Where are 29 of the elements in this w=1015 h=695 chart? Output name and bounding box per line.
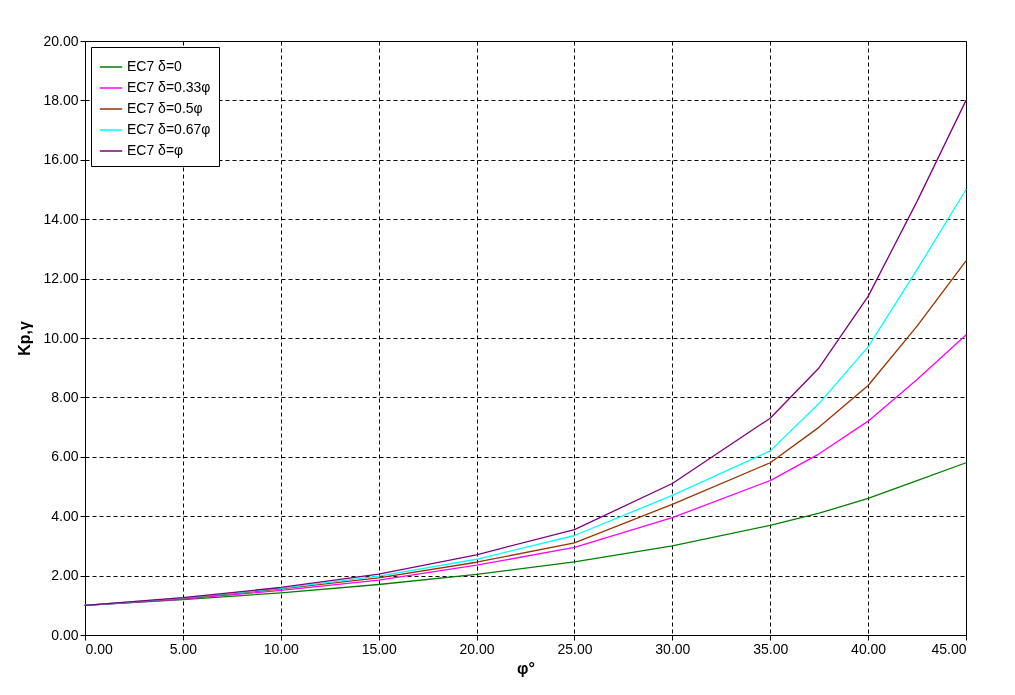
x-tick-label: 0.00 [85, 640, 113, 657]
x-tick-label: 40.00 [851, 640, 887, 657]
y-tick-label: 20.00 [43, 32, 79, 49]
legend-label: EC7 δ=0 [127, 58, 183, 74]
x-axis-title: φ° [517, 659, 535, 677]
x-tick-label: 15.00 [361, 640, 397, 657]
x-tick-label: 20.00 [459, 640, 495, 657]
x-tick-label: 5.00 [169, 640, 198, 657]
legend-label: EC7 δ=φ [127, 142, 184, 158]
legend-label: EC7 δ=0.5φ [127, 100, 203, 116]
x-tick-label: 10.00 [263, 640, 299, 657]
y-tick-label: 18.00 [43, 91, 79, 108]
legend-label: EC7 δ=0.33φ [127, 79, 211, 95]
y-tick-label: 16.00 [43, 151, 79, 168]
x-tick-label: 30.00 [655, 640, 691, 657]
y-axis-title: Kp,γ [16, 321, 34, 356]
y-tick-label: 8.00 [51, 388, 79, 405]
y-tick-label: 0.00 [51, 626, 79, 643]
y-tick-label: 4.00 [51, 507, 79, 524]
y-tick-label: 12.00 [43, 270, 79, 287]
y-tick-label: 2.00 [51, 567, 79, 584]
x-tick-label: 25.00 [557, 640, 593, 657]
x-tick-label: 35.00 [753, 640, 789, 657]
line-series [84, 99, 967, 606]
y-tick-label: 10.00 [43, 329, 79, 346]
y-tick-label: 14.00 [43, 210, 79, 227]
x-tick-label: 45.00 [931, 640, 967, 657]
legend-label: EC7 δ=0.67φ [127, 121, 211, 137]
y-tick-label: 6.00 [51, 448, 79, 465]
